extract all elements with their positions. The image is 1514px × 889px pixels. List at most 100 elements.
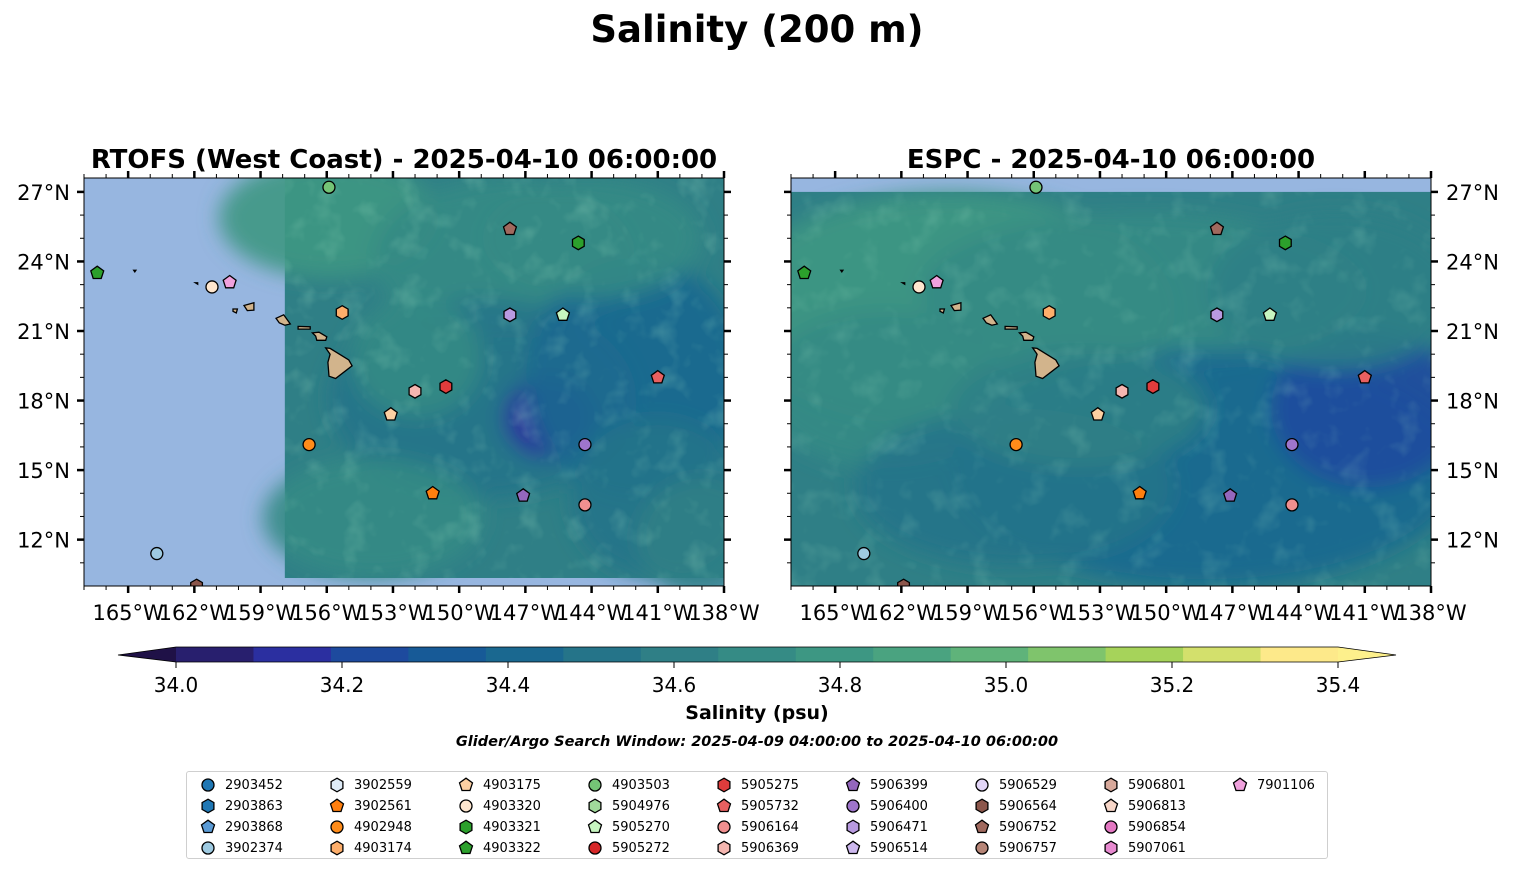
legend-marker-hexagon-icon [201, 798, 215, 814]
espc-salinity-field [791, 191, 1431, 586]
rtofs-salinity-field [218, 178, 724, 586]
legend-marker-hexagon-icon [330, 777, 344, 793]
legend-label: 5905272 [612, 840, 670, 856]
x-tick-label: 156°W [998, 601, 1070, 625]
rtofs-land [132, 269, 353, 380]
legend-marker [975, 778, 989, 792]
x-tick-label: 138°W [688, 601, 760, 625]
legend-marker [201, 778, 215, 792]
legend-label: 4903174 [354, 840, 412, 856]
obs-4903322 [797, 265, 812, 280]
colorbar-bin [1105, 647, 1184, 662]
x-tick-label: 159°W [225, 601, 297, 625]
legend-marker [330, 820, 344, 834]
colorbar-tick-label: 34.6 [652, 673, 697, 697]
obs-5905275 [439, 379, 453, 395]
island-0 [1031, 347, 1060, 380]
colorbar-bin [950, 647, 1029, 662]
island-1 [1017, 331, 1035, 341]
obs-3902374 [857, 546, 871, 561]
legend-marker [975, 841, 989, 855]
obs-4903320 [912, 280, 926, 294]
espc-map-panel: ESPC - 2025-04-10 06:00:00 165°W162°W159… [784, 145, 1499, 625]
legend-label: 5906854 [1128, 819, 1186, 835]
colorbar-bin [1028, 647, 1107, 662]
rtofs-map-panel: RTOFS (West Coast) - 2025-04-10 06:00:00… [17, 145, 760, 625]
legend-item: 5906471 [844, 817, 928, 837]
legend-label: 5905270 [612, 819, 670, 835]
legend-marker-hexagon-icon [588, 798, 602, 814]
obs-3902561 [425, 485, 440, 500]
x-tick-label: 150°W [423, 601, 495, 625]
legend-marker-pentagon-icon [200, 819, 216, 834]
legend-item: 2903863 [199, 796, 283, 816]
colorbar-tick-label: 34.0 [154, 673, 199, 697]
legend-label: 5906369 [741, 840, 799, 856]
colorbar-tick-label: 34.4 [486, 673, 531, 697]
legend-label: 3902374 [225, 840, 283, 856]
legend-label: 7901106 [1257, 777, 1315, 793]
figure-title: Salinity (200 m) [590, 8, 923, 51]
colorbar-bin [640, 647, 719, 662]
legend-item: 5906529 [973, 775, 1057, 795]
x-tick-label: 141°W [1329, 601, 1401, 625]
y-tick-label: 18°N [1446, 390, 1499, 414]
legend-label: 5906813 [1128, 798, 1186, 814]
colorbar-tick-label: 35.0 [984, 673, 1029, 697]
legend-item: 7901106 [1231, 775, 1315, 795]
colorbar-bin [563, 647, 642, 662]
colorbar-tick-label: 34.8 [818, 673, 863, 697]
legend-marker [588, 798, 602, 814]
legend-label: 4902948 [354, 819, 412, 835]
legend-item: 4903321 [457, 817, 541, 837]
legend-item: 5905275 [715, 775, 799, 795]
legend-marker [717, 840, 731, 856]
obs-5905275 [1146, 379, 1160, 395]
legend-item: 5907061 [1102, 838, 1186, 858]
y-tick-label: 12°N [1446, 529, 1499, 553]
espc-map-frame [790, 177, 1432, 587]
obs-5905270 [555, 307, 571, 321]
obs-4903174 [1042, 304, 1056, 321]
obs-5906564 [897, 578, 911, 586]
obs-4903503 [1029, 180, 1043, 194]
colorbar-tick-label: 35.2 [1150, 673, 1195, 697]
island-1 [310, 331, 328, 341]
y-tick-label: 24°N [1446, 250, 1499, 274]
colorbar-bin [1260, 647, 1339, 662]
obs-4903321 [1278, 235, 1292, 251]
legend-marker-circle-icon [459, 799, 473, 813]
legend-label: 2903863 [225, 798, 283, 814]
island-3 [982, 313, 999, 326]
legend-label: 4903175 [483, 777, 541, 793]
espc-panel-title: ESPC - 2025-04-10 06:00:00 [907, 145, 1315, 175]
legend-marker [846, 819, 860, 835]
obs-5906752 [1209, 221, 1225, 236]
legend-item: 5906813 [1102, 796, 1186, 816]
y-tick-label: 21°N [1446, 320, 1499, 344]
legend-marker [717, 820, 731, 834]
legend-marker [717, 777, 731, 793]
legend-marker [845, 840, 861, 855]
legend-marker-hexagon-icon [1104, 840, 1118, 856]
legend-item: 5906514 [844, 838, 928, 858]
x-tick-label: 150°W [1130, 601, 1202, 625]
x-tick-label: 162°W [866, 601, 938, 625]
x-tick-label: 144°W [1263, 601, 1335, 625]
y-tick-label: 15°N [1446, 459, 1499, 483]
legend-marker-hexagon-icon [459, 819, 473, 835]
legend-marker [588, 841, 602, 855]
legend-marker [201, 841, 215, 855]
legend-marker-circle-icon [588, 778, 602, 792]
colorbar-bin [1183, 647, 1262, 662]
x-tick-label: 147°W [490, 601, 562, 625]
legend-marker [330, 840, 344, 856]
y-tick-label: 27°N [17, 181, 70, 205]
legend-marker-hexagon-icon [1104, 777, 1118, 793]
legend-marker [458, 840, 474, 855]
legend-label: 5906757 [999, 840, 1057, 856]
colorbar-bin [873, 647, 952, 662]
obs-7901106 [929, 274, 944, 289]
island-2 [297, 325, 311, 330]
legend-item: 4903320 [457, 796, 541, 816]
